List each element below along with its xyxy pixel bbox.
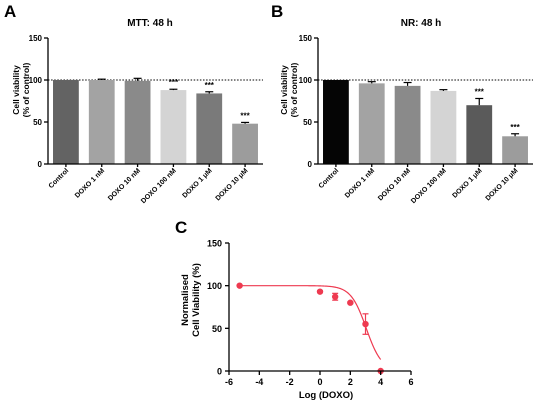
panel-b-bar bbox=[466, 105, 493, 164]
panel-a-bar bbox=[88, 80, 115, 164]
panel-a-xtick-label: DOXO 10 μM bbox=[215, 167, 250, 202]
panel-b-bar bbox=[502, 136, 528, 164]
panel-b-bar bbox=[430, 90, 457, 164]
panel-b-title: NR: 48 h bbox=[401, 18, 442, 29]
panel-c-data-point bbox=[331, 293, 339, 300]
panel-c-ytick-label: 50 bbox=[212, 324, 222, 334]
panel-a-xtick-label: DOXO 1 μM bbox=[181, 167, 213, 199]
panel-b-xtick-label: DOXO 1 μM bbox=[451, 167, 483, 199]
panel-a-xtick-label: DOXO 1 nM bbox=[74, 167, 106, 199]
panel-c-data-point bbox=[362, 320, 369, 328]
panel-a-letter: A bbox=[4, 2, 16, 21]
panel-a-significance-label: *** bbox=[240, 111, 250, 120]
panel-b-bar bbox=[358, 83, 385, 164]
panel-c: C Normalised Cell Viability (%) Log (DOX… bbox=[175, 218, 414, 401]
panel-b-letter: B bbox=[271, 2, 283, 21]
panel-c-xtick-label: 4 bbox=[378, 377, 383, 387]
panel-a-bar bbox=[160, 90, 187, 164]
panel-b-bar bbox=[323, 80, 349, 164]
panel-a: A MTT: 48 h Cell viability (% of control… bbox=[4, 2, 263, 205]
panel-c-ytick-label: 150 bbox=[207, 239, 222, 249]
panel-c-ylabel-line1: Normalised bbox=[180, 274, 191, 326]
panel-b-xtick-label: DOXO 10 μM bbox=[485, 167, 520, 202]
panel-a-significance-label: *** bbox=[169, 78, 179, 87]
panel-c-ytick-label: 100 bbox=[207, 281, 222, 291]
panel-a-xtick-label: DOXO 100 nM bbox=[140, 167, 178, 205]
panel-b-ylabel-line1: Cell viability bbox=[279, 65, 289, 115]
panel-b-significance-label: *** bbox=[475, 87, 485, 96]
panel-c-fit-curve bbox=[239, 285, 382, 360]
panel-c-letter: C bbox=[175, 218, 187, 237]
panel-b-ytick-label: 0 bbox=[308, 160, 313, 169]
panel-c-ytick-label: 0 bbox=[217, 367, 222, 377]
panel-a-ylabel-line2: (% of control) bbox=[21, 62, 31, 117]
panel-b-significance-label: *** bbox=[510, 123, 520, 132]
panel-b-ylabel-line2: (% of control) bbox=[289, 62, 299, 117]
panel-c-xtick-label: 0 bbox=[317, 377, 322, 387]
panel-a-ylabel-line1: Cell viability bbox=[11, 65, 21, 115]
panel-a-ytick-label: 50 bbox=[33, 118, 42, 127]
panel-c-xtick-label: -2 bbox=[286, 377, 294, 387]
panel-a-title: MTT: 48 h bbox=[127, 18, 173, 29]
panel-c-xtick-label: 2 bbox=[348, 377, 353, 387]
panel-c-xtick-label: 6 bbox=[408, 377, 413, 387]
panel-c-data-point bbox=[316, 288, 324, 295]
panel-c-xlabel: Log (DOXO) bbox=[299, 390, 353, 401]
panel-b: B NR: 48 h Cell viability (% of control)… bbox=[271, 2, 533, 205]
panel-c-ylabel-line2: Cell Viability (%) bbox=[191, 263, 202, 337]
panel-a-bar bbox=[232, 123, 258, 164]
panel-b-bar bbox=[394, 85, 421, 164]
panel-a-ytick-label: 150 bbox=[29, 34, 43, 43]
panel-a-bar bbox=[53, 80, 79, 164]
panel-a-bar bbox=[196, 93, 223, 164]
panel-c-data-point bbox=[236, 282, 243, 289]
panel-b-ytick-label: 150 bbox=[299, 34, 313, 43]
panel-c-xtick-label: -6 bbox=[225, 377, 233, 387]
panel-a-significance-label: *** bbox=[205, 81, 215, 90]
panel-b-xtick-label: DOXO 10 nM bbox=[377, 167, 412, 202]
panel-a-ytick-label: 100 bbox=[29, 76, 43, 85]
panel-a-ytick-label: 0 bbox=[38, 160, 43, 169]
panel-b-ytick-label: 100 bbox=[299, 76, 313, 85]
panel-a-bar bbox=[124, 80, 151, 164]
panel-c-data-point bbox=[347, 299, 354, 306]
panel-b-ytick-label: 50 bbox=[303, 118, 312, 127]
panel-a-xtick-label: Control bbox=[48, 167, 71, 190]
panel-b-xtick-label: DOXO 1 nM bbox=[344, 167, 376, 199]
panel-b-xtick-label: Control bbox=[318, 167, 341, 190]
panel-b-xtick-label: DOXO 100 nM bbox=[410, 167, 448, 205]
panel-a-xtick-label: DOXO 10 nM bbox=[107, 167, 142, 202]
panel-c-xtick-label: -4 bbox=[255, 377, 263, 387]
